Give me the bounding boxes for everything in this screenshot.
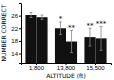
marks [25, 12, 106, 63]
error-cap [100, 50, 103, 51]
error-bar [88, 28, 91, 46]
x-tick-label: 1,800 [29, 65, 45, 71]
bar [25, 15, 36, 63]
error-line [89, 28, 90, 46]
error-line [42, 15, 43, 19]
y-tick-mark [19, 54, 21, 55]
y-tick-mark [19, 28, 21, 29]
bar [36, 17, 47, 63]
y-tick: 22 [11, 26, 21, 32]
series [25, 12, 95, 63]
chart: 141822261,80013,80015,500********ALTITUD… [0, 0, 114, 80]
error-line [30, 12, 31, 17]
y-tick: 14 [11, 51, 21, 57]
y-tick-label: 14 [11, 51, 18, 57]
annotation: ** [68, 24, 76, 32]
x-tick-label: 13,800 [57, 65, 76, 71]
error-line [101, 26, 102, 50]
y-tick-mark [19, 41, 21, 42]
y-tick-label: 26 [11, 13, 18, 19]
annotation: ** [86, 22, 94, 30]
y-tick-label: 18 [11, 38, 18, 44]
error-bar [100, 26, 103, 50]
y-tick-mark [19, 16, 21, 17]
y-axis-line [19, 4, 22, 64]
plot: 141822261,80013,80015,500******** [11, 4, 111, 80]
y-tick: 18 [11, 38, 21, 44]
annotation: *** [96, 20, 107, 28]
error-bar [59, 22, 62, 35]
x-tick: 15,500 [86, 63, 105, 71]
error-cap [88, 45, 91, 46]
error-line [60, 22, 61, 35]
error-bar [41, 15, 44, 19]
annotations: ******** [59, 15, 107, 32]
error-cap [29, 12, 32, 13]
x-tick: 1,800 [29, 63, 45, 71]
x-tick: 13,800 [57, 63, 76, 71]
y-axis-title: NUMBER CORRECT [0, 4, 7, 61]
error-cap [29, 17, 32, 18]
error-line [71, 30, 72, 52]
error-bar [29, 12, 32, 17]
series [36, 15, 106, 63]
error-bar [70, 30, 73, 52]
x-axis: 1,800 13,800 15,500 [22, 63, 112, 71]
error-cap [70, 52, 73, 53]
x-axis-title: ALTITUDE (ft) [46, 72, 85, 79]
x-tick-label: 15,500 [86, 65, 105, 71]
y-axis: 14 18 22 26 [11, 4, 21, 64]
error-cap [41, 19, 44, 20]
annotation: * [59, 15, 63, 23]
y-tick-label: 22 [11, 26, 18, 32]
y-tick: 26 [11, 13, 21, 19]
error-cap [59, 34, 62, 35]
error-cap [41, 15, 44, 16]
